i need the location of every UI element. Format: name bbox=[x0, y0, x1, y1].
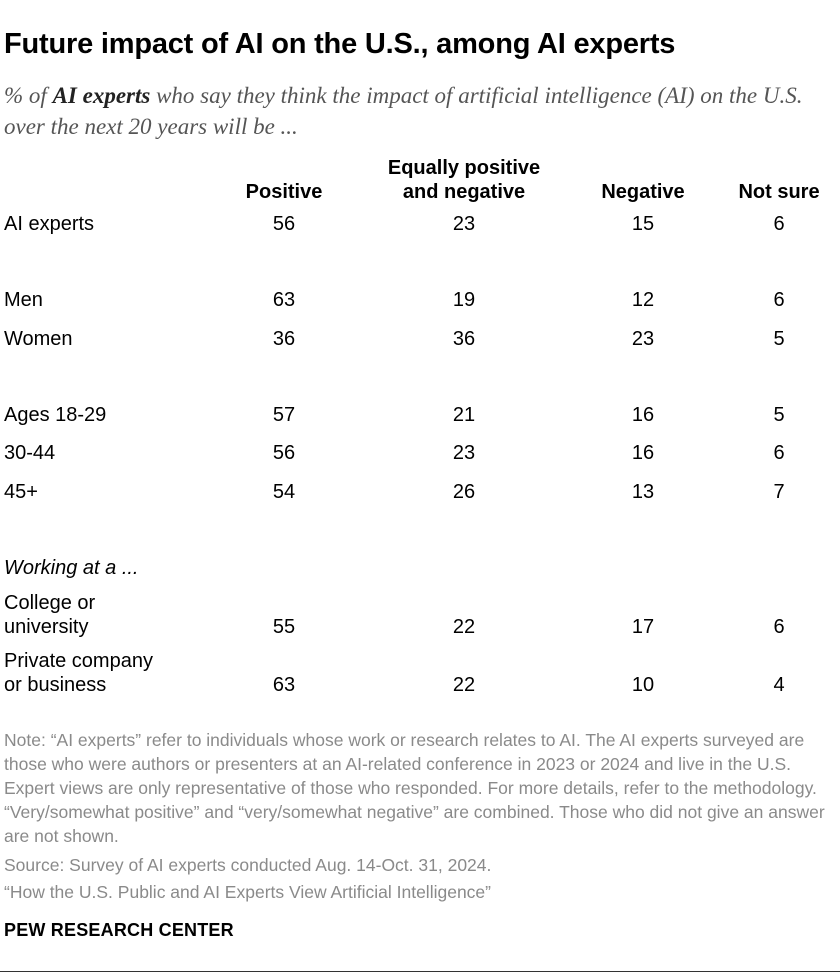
column-header-positive: Positive bbox=[245, 181, 323, 203]
row-label: AI experts bbox=[4, 213, 95, 235]
table-cell: 23 bbox=[452, 442, 476, 464]
table-cell: 16 bbox=[631, 442, 655, 464]
table-cell: 16 bbox=[631, 404, 655, 426]
row-label: Private company or business bbox=[4, 649, 153, 697]
table-cell: 22 bbox=[452, 616, 476, 638]
table-cell: 56 bbox=[272, 442, 296, 464]
column-header-negative: Negative bbox=[601, 181, 685, 203]
table-cell: 6 bbox=[773, 213, 785, 235]
table-cell: 63 bbox=[272, 289, 296, 311]
table-cell: 15 bbox=[631, 213, 655, 235]
table-cell: 17 bbox=[631, 616, 655, 638]
table-cell: 23 bbox=[452, 213, 476, 235]
table-cell: 6 bbox=[773, 616, 785, 638]
column-header-equally-line1: Equally positive bbox=[387, 157, 541, 179]
table-cell: 56 bbox=[272, 213, 296, 235]
table-cell: 6 bbox=[773, 442, 785, 464]
table-cell: 6 bbox=[773, 289, 785, 311]
subtitle-emphasis: AI experts bbox=[52, 83, 151, 108]
row-label: Women bbox=[4, 328, 73, 350]
table-cell: 21 bbox=[452, 404, 476, 426]
chart-subtitle: % of AI experts who say they think the i… bbox=[4, 80, 834, 142]
table-cell: 57 bbox=[272, 404, 296, 426]
footnote: Note: “AI experts” refer to individuals … bbox=[4, 730, 825, 846]
report-title: “How the U.S. Public and AI Experts View… bbox=[4, 882, 491, 902]
table-cell: 13 bbox=[631, 481, 655, 503]
table-cell: 36 bbox=[452, 328, 476, 350]
table-cell: 63 bbox=[272, 674, 296, 696]
chart-title: Future impact of AI on the U.S., among A… bbox=[4, 28, 676, 60]
row-label-line2: university bbox=[4, 616, 89, 638]
column-header-equally: Equally positive and negative bbox=[374, 156, 554, 204]
table-cell: 12 bbox=[631, 289, 655, 311]
column-header-not-sure: Not sure bbox=[738, 181, 820, 203]
table-cell: 23 bbox=[631, 328, 655, 350]
table-cell: 54 bbox=[272, 481, 296, 503]
table-cell: 5 bbox=[773, 328, 785, 350]
row-label: Ages 18-29 bbox=[4, 404, 107, 426]
source-line: Source: Survey of AI experts conducted A… bbox=[4, 855, 492, 875]
table-cell: 19 bbox=[452, 289, 476, 311]
table-cell: 10 bbox=[631, 674, 655, 696]
table-cell: 26 bbox=[452, 481, 476, 503]
subtitle-rest: who say they think the impact of artific… bbox=[4, 83, 803, 139]
bottom-rule bbox=[0, 971, 840, 972]
group-label-working-at: Working at a ... bbox=[4, 557, 139, 579]
subtitle-prefix: % of bbox=[4, 83, 53, 108]
row-label: 45+ bbox=[4, 481, 38, 503]
table-cell: 4 bbox=[773, 674, 785, 696]
row-label: Men bbox=[4, 289, 43, 311]
table-cell: 36 bbox=[272, 328, 296, 350]
table-cell: 55 bbox=[272, 616, 296, 638]
pew-logo-text: PEW RESEARCH CENTER bbox=[4, 920, 234, 940]
row-label-line1: Private company bbox=[4, 650, 153, 672]
table-cell: 22 bbox=[452, 674, 476, 696]
table-cell: 5 bbox=[773, 404, 785, 426]
column-header-equally-line2: and negative bbox=[402, 181, 526, 203]
table-cell: 7 bbox=[773, 481, 785, 503]
row-label-line2: or business bbox=[4, 674, 107, 696]
row-label-line1: College or bbox=[4, 592, 96, 614]
row-label: College or university bbox=[4, 591, 95, 639]
row-label: 30-44 bbox=[4, 442, 56, 464]
